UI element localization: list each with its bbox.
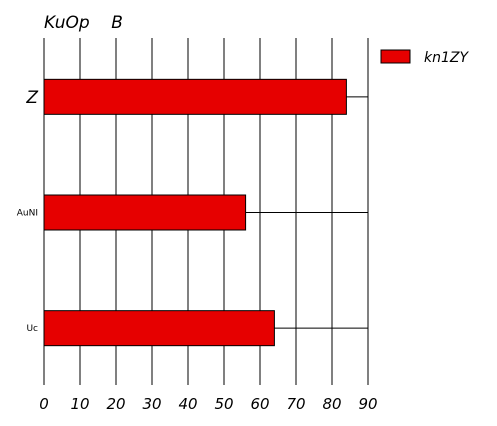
x-tick-label: 60 — [250, 395, 269, 413]
x-tick-label: 30 — [142, 395, 161, 413]
bars — [43, 78, 368, 347]
category-labels: Z AuNI Uc — [17, 88, 39, 334]
x-tick-label: 70 — [286, 395, 305, 413]
category-label: Uc — [26, 324, 38, 334]
bar — [43, 194, 247, 231]
legend-swatch — [380, 49, 411, 64]
x-tick-label: 40 — [178, 395, 197, 413]
chart-title: KuOp B — [44, 13, 123, 33]
x-tick-label: 90 — [358, 395, 377, 413]
x-tick-label: 80 — [322, 395, 341, 413]
x-tick-label: 50 — [214, 395, 233, 413]
x-tick-label: 10 — [70, 395, 89, 413]
bar — [43, 78, 347, 115]
x-tick-label: 20 — [106, 395, 125, 413]
bar — [43, 310, 275, 347]
legend-label: kn1ZY — [424, 50, 469, 66]
category-label: AuNI — [17, 209, 38, 219]
x-axis: 0 10 20 30 40 50 60 70 80 90 — [39, 395, 377, 413]
x-tick-label: 0 — [39, 395, 49, 413]
legend: kn1ZY — [380, 49, 469, 66]
category-label: Z — [25, 88, 38, 108]
